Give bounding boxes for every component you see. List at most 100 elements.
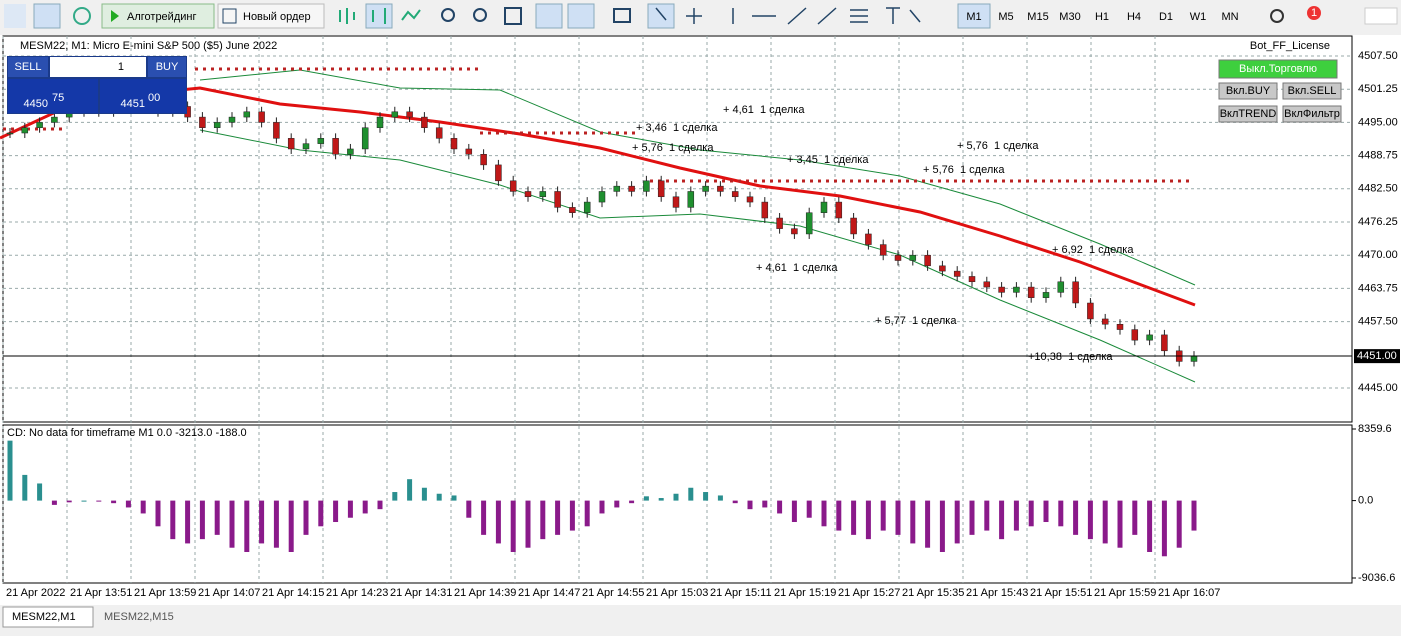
indicator-bar xyxy=(673,493,679,501)
y-tick-label: 4445.00 xyxy=(1358,382,1398,394)
timeframe[interactable]: H4 xyxy=(1127,11,1141,23)
buy-button[interactable] xyxy=(148,57,186,77)
indicator-bar xyxy=(81,500,87,502)
indicator-tick-label: -9036.6 xyxy=(1358,572,1395,584)
indicator-bar xyxy=(7,440,13,501)
indicator-bar xyxy=(939,500,945,552)
trade-annotation: + 5,77 1 сделка xyxy=(875,315,957,327)
chart-header: MESM22, M1: Micro E-mini S&P 500 ($5) Ju… xyxy=(20,40,277,52)
indicator-bar xyxy=(362,500,368,514)
candle xyxy=(1116,324,1124,330)
indicator-bar xyxy=(1147,500,1153,552)
x-tick-label: 21 Apr 15:11 xyxy=(710,587,772,599)
indicator-bar xyxy=(37,483,43,501)
timeframe-active[interactable] xyxy=(957,3,991,29)
tool-icon[interactable] xyxy=(4,4,26,28)
timeframe[interactable]: MN xyxy=(1221,11,1238,23)
timeframe[interactable]: M5 xyxy=(998,11,1013,23)
candle xyxy=(776,217,783,229)
indicator-bar xyxy=(481,500,487,535)
buy-label: BUY xyxy=(156,61,179,73)
search-icon[interactable] xyxy=(1270,9,1284,23)
timeframes: M1 M5 M15 M30 H1 H4 D1 W1 MN xyxy=(966,11,1238,23)
price-tag xyxy=(1354,349,1400,364)
indicator-bar xyxy=(22,474,28,501)
bot-button[interactable] xyxy=(1218,105,1278,123)
indicator-bar xyxy=(969,500,975,535)
tool-icon[interactable] xyxy=(33,3,61,29)
candle xyxy=(1072,281,1079,304)
bot-button[interactable] xyxy=(1282,82,1342,100)
timeframe[interactable]: M30 xyxy=(1059,11,1080,23)
algo-button[interactable] xyxy=(101,3,215,29)
timeframe[interactable]: M15 xyxy=(1027,11,1048,23)
candle xyxy=(909,254,917,261)
candle xyxy=(791,228,798,235)
timeframe[interactable]: D1 xyxy=(1159,11,1173,23)
indicator-bar xyxy=(717,495,723,501)
indicator-bar xyxy=(244,500,250,552)
candle xyxy=(1042,292,1050,298)
indicator-tick-label: 8359.6 xyxy=(1358,423,1392,435)
x-tick-label: 21 Apr 13:51 xyxy=(70,587,132,599)
indicator-bar xyxy=(1176,500,1182,548)
indicator-bar xyxy=(451,495,457,501)
indicator-bar xyxy=(999,500,1005,540)
candle xyxy=(643,180,650,192)
trade-annotation: + 4,61 1 сделка xyxy=(723,104,805,116)
tab-label[interactable]: MESM22,M15 xyxy=(104,611,174,623)
bot-button[interactable] xyxy=(1218,59,1338,79)
x-tick-label: 21 Apr 14:07 xyxy=(198,587,260,599)
tool-icon[interactable] xyxy=(73,7,91,25)
indicator: 8359.6 0.0 -9036.6 xyxy=(7,423,1395,584)
bot-button[interactable] xyxy=(1282,105,1342,123)
candle xyxy=(924,254,931,267)
sell-button[interactable] xyxy=(8,57,48,77)
y-tick-label: 4507.50 xyxy=(1358,50,1398,62)
indicator-bar xyxy=(318,500,324,527)
indicator-bar xyxy=(791,500,797,523)
indicator-bar xyxy=(821,500,827,527)
candles xyxy=(6,96,1198,367)
new-order-icon xyxy=(222,8,237,24)
candle xyxy=(820,201,828,213)
y-tick-label: 4482.50 xyxy=(1358,183,1398,195)
ask-big: 4451 xyxy=(121,98,145,110)
indicator-bar xyxy=(495,500,501,544)
timeframe[interactable]: W1 xyxy=(1190,11,1207,23)
tab-active[interactable] xyxy=(2,606,94,628)
candle xyxy=(273,122,280,139)
indicator-bar xyxy=(466,500,472,518)
candle xyxy=(1057,281,1065,293)
candle xyxy=(435,127,443,139)
candle xyxy=(731,191,739,198)
indicator-bar xyxy=(910,500,916,544)
envelope-upper xyxy=(199,69,1196,286)
bot-button[interactable] xyxy=(1218,82,1278,100)
candle xyxy=(1161,334,1168,352)
timeframe[interactable]: M1 xyxy=(966,11,981,23)
tool-icons xyxy=(339,3,921,29)
candle xyxy=(953,270,961,277)
y-tick-label: 4488.75 xyxy=(1358,150,1398,162)
notification-badge[interactable] xyxy=(1307,6,1321,20)
tab-label: MESM22,M1 xyxy=(12,611,76,623)
trade-annotation: + 5,76 1 сделка xyxy=(923,164,1005,176)
candle xyxy=(805,212,813,235)
trade-annotation: + 3,46 1 сделка xyxy=(636,122,718,134)
lot-input[interactable] xyxy=(50,57,146,77)
candle xyxy=(302,143,310,150)
indicator-bar xyxy=(185,500,191,544)
candle xyxy=(36,122,43,128)
indicator-bar xyxy=(584,500,590,527)
x-tick-label: 21 Apr 15:43 xyxy=(966,587,1028,599)
bid-box[interactable] xyxy=(8,79,98,113)
bot-button-label: Вкл.SELL xyxy=(1288,85,1337,97)
indicator-bar xyxy=(569,500,575,531)
y-tick-label: 4457.50 xyxy=(1358,316,1398,328)
ask-box[interactable] xyxy=(100,79,186,113)
indicator-bar xyxy=(140,500,146,514)
indicator-bar xyxy=(703,492,709,501)
timeframe[interactable]: H1 xyxy=(1095,11,1109,23)
